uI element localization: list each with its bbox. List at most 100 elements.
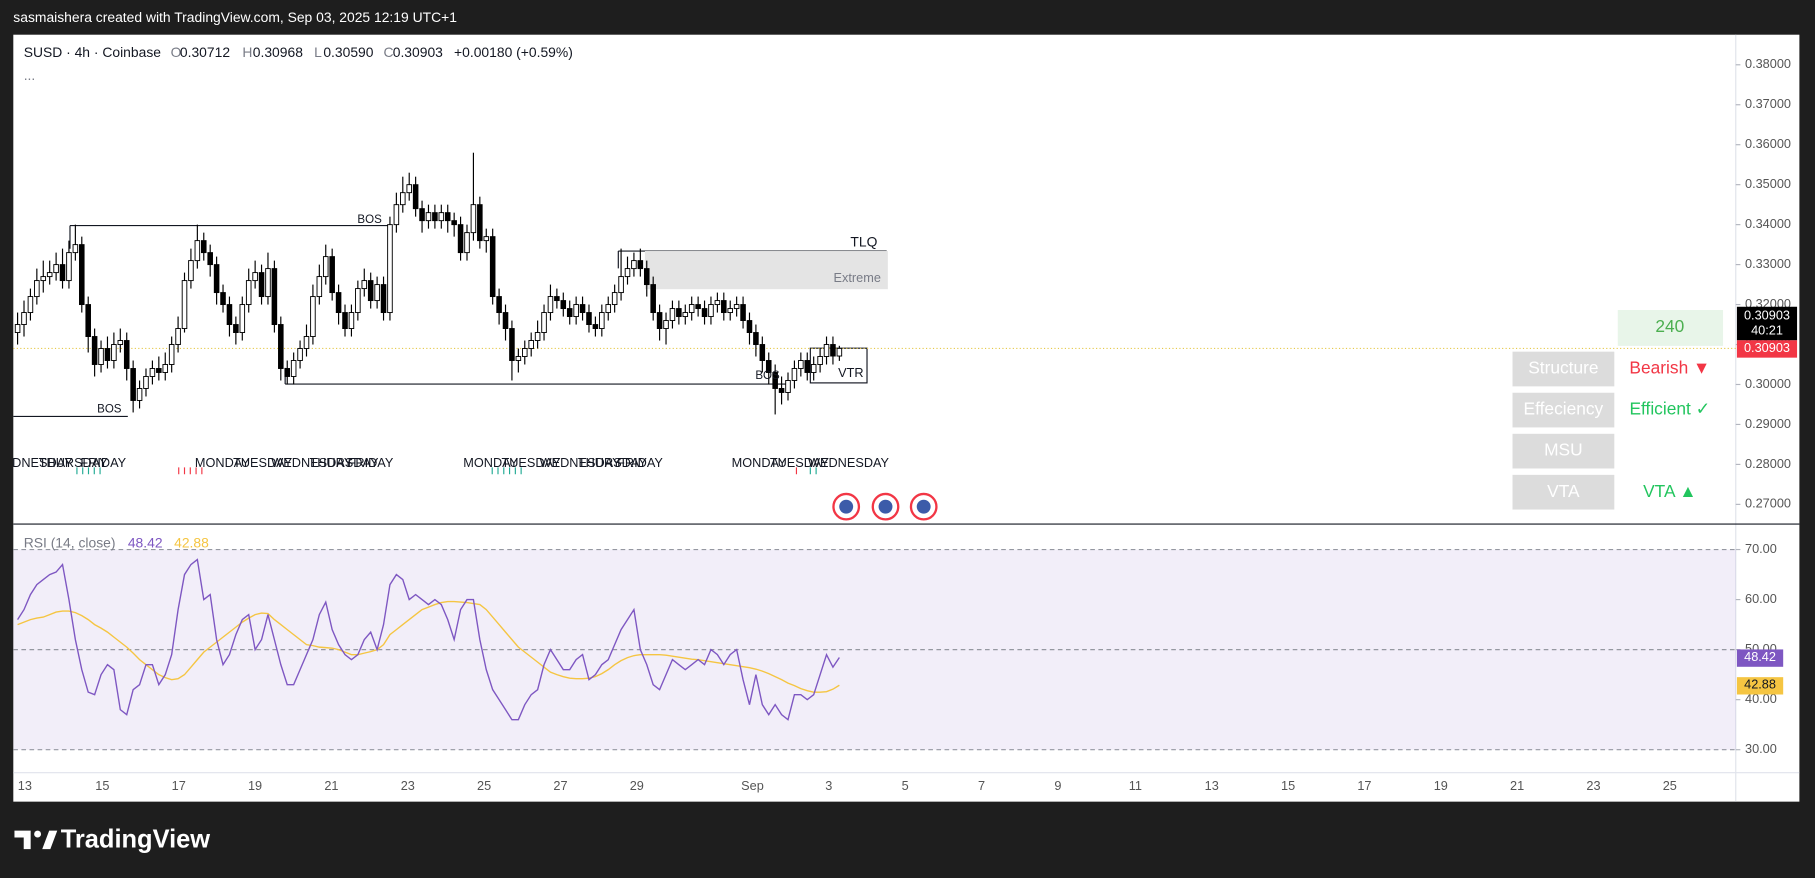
axis-value-box bbox=[1736, 649, 1784, 667]
session-ticks bbox=[76, 467, 817, 475]
y-tick-label: 0.30000 bbox=[1745, 376, 1791, 391]
candle-body bbox=[586, 312, 592, 326]
symbol: SUSD · 4h · Coinbase bbox=[24, 44, 162, 60]
candle-body bbox=[303, 336, 310, 349]
candle-body bbox=[207, 252, 213, 266]
brand: TradingView bbox=[61, 826, 211, 854]
candle-body bbox=[785, 380, 791, 393]
candle-body bbox=[290, 360, 297, 377]
candle-body bbox=[592, 324, 599, 329]
candle-body bbox=[34, 280, 40, 298]
ohlc-letter: H bbox=[242, 44, 252, 60]
day-label: MONDAY bbox=[195, 455, 250, 470]
candle-body bbox=[502, 312, 509, 329]
x-tick-label: 23 bbox=[401, 778, 415, 793]
candle-body bbox=[496, 296, 502, 314]
candle-body bbox=[599, 312, 605, 329]
ohlc-letter: L bbox=[314, 44, 322, 60]
day-label: MONDAY bbox=[463, 455, 518, 470]
x-tick-label: 25 bbox=[1663, 778, 1677, 793]
candle-body bbox=[181, 280, 188, 329]
candle-body bbox=[637, 260, 644, 270]
legend-value: 48.42 bbox=[128, 534, 163, 550]
candle-body bbox=[560, 300, 567, 310]
candle-body bbox=[605, 304, 612, 314]
candle-body bbox=[419, 208, 425, 222]
tlq-label: TLQ bbox=[850, 234, 877, 250]
countdown-label: 40:21 bbox=[1751, 322, 1783, 337]
bos-label: BOS bbox=[755, 370, 780, 382]
candle-body bbox=[746, 320, 753, 333]
indicator-title: RSI (14, close) bbox=[24, 534, 116, 550]
candle-body bbox=[233, 324, 239, 333]
day-label: FRIDAY bbox=[348, 455, 394, 470]
candle-body bbox=[778, 388, 785, 393]
panel-label-box bbox=[1512, 474, 1615, 510]
candle-body bbox=[631, 260, 637, 270]
candle-body bbox=[701, 308, 708, 318]
panel-label-box bbox=[1512, 392, 1615, 428]
more: ... bbox=[24, 67, 36, 83]
candle-body bbox=[708, 304, 714, 318]
candle-body bbox=[265, 268, 271, 298]
candle-body bbox=[21, 312, 27, 326]
ohlc-letter: O bbox=[171, 44, 182, 60]
candle-body bbox=[111, 344, 117, 361]
candle-body bbox=[136, 388, 143, 401]
logo-slash bbox=[42, 830, 58, 850]
ohlc-value: 0.30968 bbox=[253, 44, 303, 60]
extreme-zone bbox=[644, 251, 888, 290]
candle-body bbox=[85, 304, 91, 337]
x-tick-label: 15 bbox=[95, 778, 109, 793]
candle-body bbox=[400, 192, 406, 206]
candle-body bbox=[117, 340, 124, 345]
green-ticks bbox=[76, 467, 817, 475]
x-tick-label: Sep bbox=[741, 778, 764, 793]
day-label: TUESDAY bbox=[233, 455, 293, 470]
candle-body bbox=[483, 236, 490, 242]
candle-body bbox=[149, 368, 156, 377]
candle-body bbox=[355, 288, 361, 314]
panel-label: VTA bbox=[1547, 481, 1580, 501]
logo-dot bbox=[34, 830, 42, 838]
candle-body bbox=[682, 312, 689, 318]
bos-label: BOS bbox=[97, 404, 122, 416]
panel-label-box bbox=[1512, 433, 1615, 469]
candle-body bbox=[316, 276, 323, 298]
legend-value: 42.88 bbox=[174, 534, 209, 550]
x-tick-label: 9 bbox=[1054, 778, 1061, 793]
candle-body bbox=[618, 276, 624, 294]
candle-body bbox=[252, 272, 258, 282]
candle-body bbox=[245, 280, 252, 306]
candle-body bbox=[573, 304, 579, 318]
candle-body bbox=[40, 276, 47, 282]
candle-body bbox=[27, 296, 34, 314]
y-tick-label: 60.00 bbox=[1745, 591, 1777, 606]
candle-body bbox=[329, 256, 335, 294]
chart-area bbox=[13, 34, 1800, 802]
attribution: sasmaishera created with TradingView.com… bbox=[13, 9, 457, 25]
extreme-label: Extreme bbox=[834, 270, 881, 285]
candle-body bbox=[297, 348, 303, 361]
day-label: WEDNESDAY bbox=[808, 455, 890, 470]
candle-body bbox=[676, 308, 682, 318]
y-tick-label: 0.28000 bbox=[1745, 456, 1791, 471]
x-tick-label: 23 bbox=[1586, 778, 1600, 793]
candle-body bbox=[46, 272, 53, 278]
candle-body bbox=[380, 284, 387, 314]
panel-value: Bearish ▼ bbox=[1629, 358, 1710, 378]
candle-body bbox=[213, 264, 220, 294]
candle-body bbox=[733, 304, 740, 310]
x-tick-label: 19 bbox=[248, 778, 262, 793]
ohlc-value: 0.30712 bbox=[180, 44, 230, 60]
candle-body bbox=[361, 280, 368, 290]
candle-body bbox=[669, 308, 676, 322]
axis-value-label: 48.42 bbox=[1744, 649, 1776, 664]
candle-body bbox=[162, 364, 169, 373]
candle-body bbox=[156, 368, 162, 373]
candle-body bbox=[772, 372, 778, 389]
candle-body bbox=[271, 268, 278, 326]
candle-body bbox=[278, 324, 284, 369]
ohlc-value: 0.30590 bbox=[323, 44, 373, 60]
